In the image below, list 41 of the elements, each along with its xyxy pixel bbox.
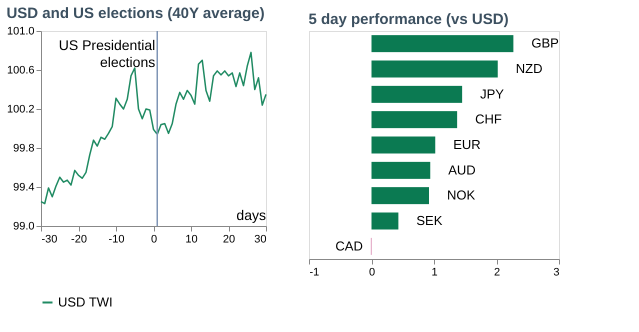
ref-line-label: US Presidential elections [58,37,156,70]
y-tick-label: 101.0 [6,26,34,38]
y-tick-label: EUR [453,137,481,152]
y-tick-label: JPY [480,86,504,102]
line-series [40,52,267,204]
y-tick-label: 100.6 [6,64,34,76]
bar [372,111,458,128]
x-tick-label: 20 [222,234,236,246]
chart-title: USD and US elections (40Y average) [6,5,265,22]
x-tick-label: 3 [553,266,560,278]
chart-title: 5 day performance (vs USD) [308,11,509,28]
y-tick-label: NOK [447,188,476,203]
y-tick-label: NZD [516,61,542,76]
bar [372,212,398,230]
bar [372,136,436,154]
x-tick-label: 30 [254,234,266,246]
y-tick-label: 99.0 [13,220,34,232]
y-tick-label: SEK [416,213,443,228]
y-tick-label: 99.8 [13,142,34,154]
x-tick-label: 1 [431,266,438,278]
x-tick-label: -1 [310,266,320,278]
x-axis-title: days [236,207,266,223]
x-tick-label: 2 [494,266,500,278]
x-tick-label: 0 [368,266,376,278]
legend-label: USD TWI [58,294,113,310]
bar [372,187,429,204]
x-tick-label: -30 [42,234,58,246]
x-tick-label: 0 [150,234,158,246]
y-tick-label: AUD [448,162,476,178]
bar [372,86,462,103]
y-tick-label: 100.2 [6,104,34,116]
bar [372,60,498,78]
x-tick-label: -10 [108,234,124,246]
y-tick-label: 99.4 [13,182,34,194]
y-tick-label: CHF [475,112,502,127]
bar [372,35,514,52]
y-tick-label: GBP [531,36,559,51]
bar [372,162,430,179]
x-tick-label: -20 [71,234,87,246]
y-tick-label: CAD [335,238,363,254]
x-tick-label: 10 [185,234,198,246]
